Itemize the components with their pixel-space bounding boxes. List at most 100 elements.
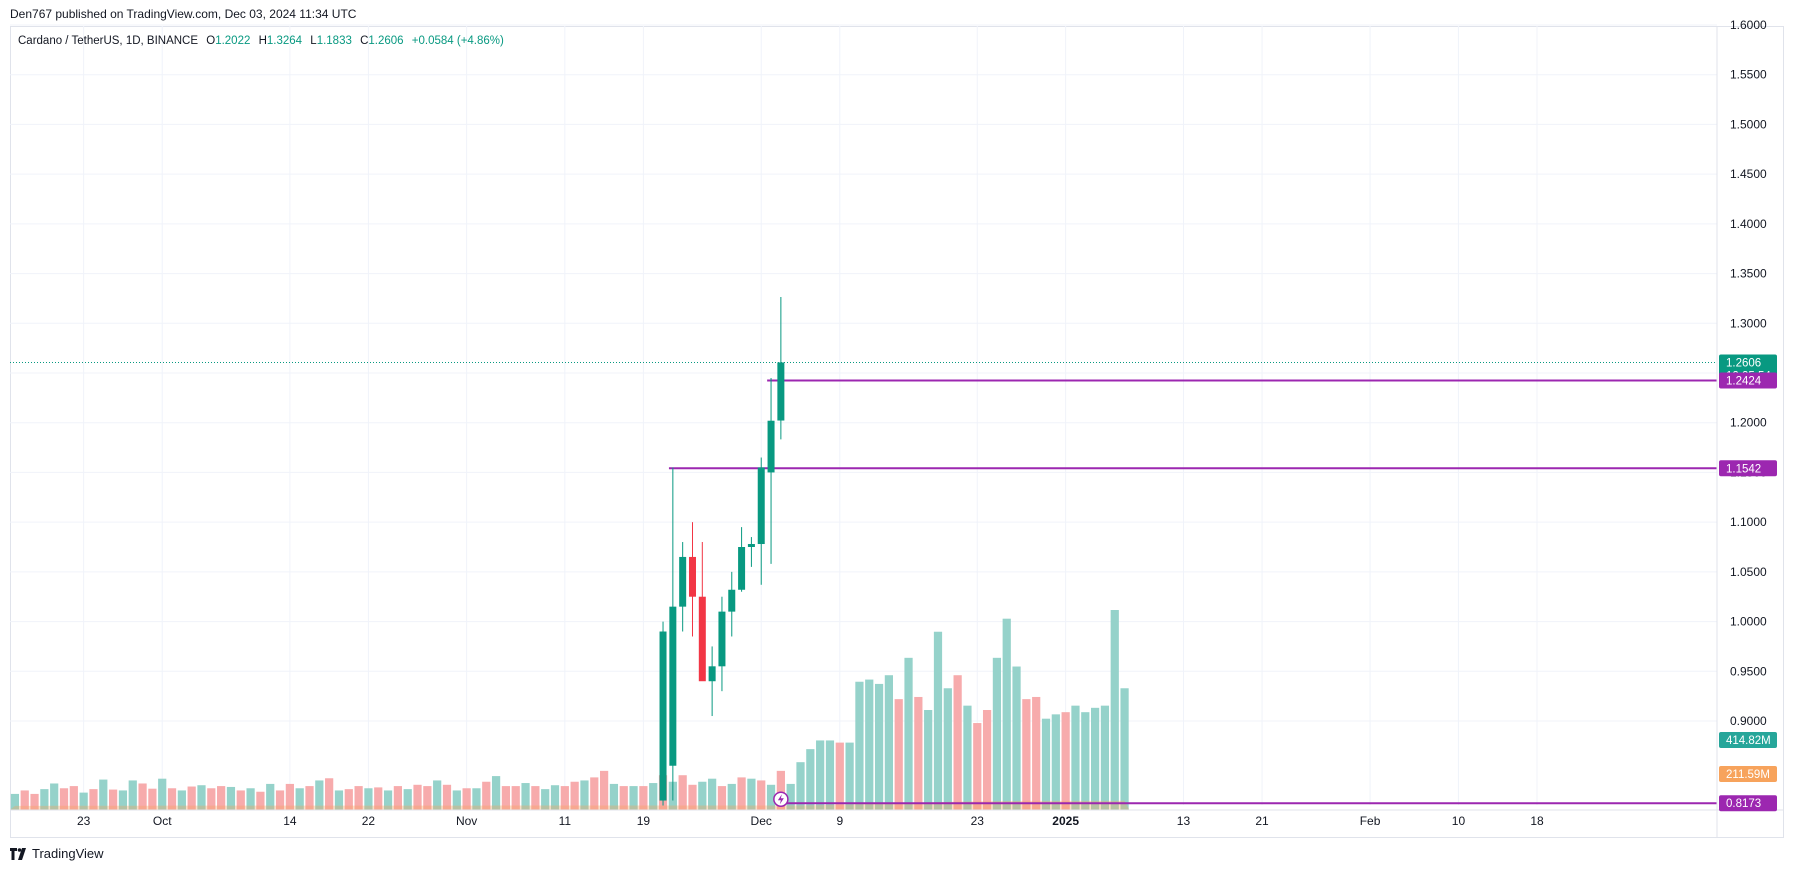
y-tick-label: 1.5500 [1730, 68, 1767, 82]
y-tick-label: 1.0500 [1730, 565, 1767, 579]
volume-bar [423, 786, 432, 810]
y-tick-label: 1.2000 [1730, 416, 1767, 430]
volume-bar [845, 742, 854, 810]
x-tick-label: 19 [637, 814, 651, 828]
volume-bar [727, 783, 736, 810]
volume-bar [973, 723, 982, 810]
y-tick-label: 1.3500 [1730, 267, 1767, 281]
x-tick-label: 21 [1255, 814, 1269, 828]
volume-bar [1022, 699, 1031, 810]
x-tick-label: 13 [1177, 814, 1191, 828]
volume-bar [649, 783, 658, 810]
x-tick-label: 11 [559, 814, 572, 828]
x-tick-label: 22 [362, 814, 376, 828]
x-tick-label: 10 [1452, 814, 1466, 828]
high-value: 1.3264 [266, 35, 303, 47]
volume-bar [452, 790, 461, 810]
volume-bar [757, 780, 766, 810]
x-tick-label: Dec [751, 814, 772, 828]
y-tick-label: 1.0000 [1730, 615, 1767, 629]
volume-bar [1081, 712, 1090, 810]
last-price-tag-text: 1.2606 [1726, 357, 1761, 369]
volume-bar [158, 778, 167, 810]
level-price-tag-box [1719, 372, 1777, 389]
volume-tag-text: 414.82M [1726, 735, 1771, 747]
x-tick-label: 18 [1530, 814, 1544, 828]
volume-bar [1061, 712, 1070, 810]
volume-bar [1041, 718, 1051, 810]
volume-bar [550, 785, 560, 810]
volume-bar [855, 681, 864, 810]
volume-bar [992, 657, 1002, 810]
volume-bar [924, 710, 933, 810]
volume-bar [10, 793, 20, 810]
symbol-legend: Cardano / TetherUS, 1D, BINANCE O1.2022 … [18, 35, 509, 47]
volume-bar [894, 699, 903, 810]
volume-bar [79, 792, 88, 810]
volume-bar [1100, 705, 1110, 810]
y-tick-label: 1.6000 [1730, 18, 1767, 32]
lightning-icon [777, 794, 784, 805]
volume-bar [364, 788, 373, 810]
volume-bar [639, 786, 648, 810]
volume-bar [413, 784, 422, 810]
candle-body [718, 611, 726, 667]
x-tick-label: 23 [77, 814, 91, 828]
volume-bar [747, 778, 756, 810]
published-by-header: Den767 published on TradingView.com, Dec… [10, 7, 357, 21]
low-label: L [310, 35, 317, 47]
candle-body [777, 362, 785, 421]
volume-bar [148, 788, 157, 810]
tradingview-footer[interactable]: TradingView [10, 846, 104, 861]
x-tick-label: 2025 [1052, 814, 1079, 828]
volume-bar [491, 776, 501, 810]
volume-ma-tag-box [1719, 766, 1777, 782]
y-tick-label: 1.5000 [1730, 117, 1767, 131]
symbol-name[interactable]: Cardano / TetherUS, 1D, BINANCE [18, 35, 199, 47]
open-value: 1.2022 [215, 35, 251, 47]
candle-body [698, 596, 706, 682]
volume-bar [482, 781, 491, 810]
volume-bar [433, 780, 442, 810]
volume-bar [20, 790, 29, 810]
volume-bar [766, 784, 776, 810]
volume-bar [118, 790, 128, 810]
volume-bar [295, 788, 304, 810]
candle-body [738, 547, 746, 590]
close-label: C [360, 35, 369, 47]
chart-frame [10, 26, 1784, 838]
volume-bar [541, 789, 550, 810]
volume-bar [354, 786, 363, 810]
volume-bar [501, 786, 511, 810]
x-tick-label: 14 [283, 814, 297, 828]
volume-bar [600, 770, 609, 810]
x-tick-label: Oct [153, 814, 172, 828]
volume-bar [786, 783, 795, 810]
volume-bar [69, 786, 78, 810]
candle-body [669, 606, 677, 766]
volume-bar [325, 778, 334, 810]
volume-bar [442, 784, 452, 810]
volume-bar [776, 770, 785, 810]
candle-body [728, 589, 736, 612]
volume-bar [344, 789, 353, 810]
volume-bar [187, 786, 196, 810]
candle-body [767, 420, 775, 473]
level-price-tag-text: 1.1542 [1726, 463, 1761, 475]
volume-bar [619, 786, 628, 810]
y-tick-label: 1.4500 [1730, 167, 1767, 181]
volume-bar [99, 779, 108, 810]
volume-bar [1032, 696, 1041, 810]
volume-bar [138, 783, 147, 810]
volume-bar [109, 789, 118, 810]
y-tick-label: 0.9000 [1730, 714, 1767, 728]
volume-bar [462, 788, 471, 810]
volume-bar [531, 786, 540, 810]
open-label: O [206, 35, 216, 47]
volume-bar [914, 696, 923, 810]
volume-bar [806, 749, 815, 810]
high-label: H [258, 35, 267, 47]
volume-bar [1120, 688, 1129, 810]
candle-body [708, 666, 716, 682]
